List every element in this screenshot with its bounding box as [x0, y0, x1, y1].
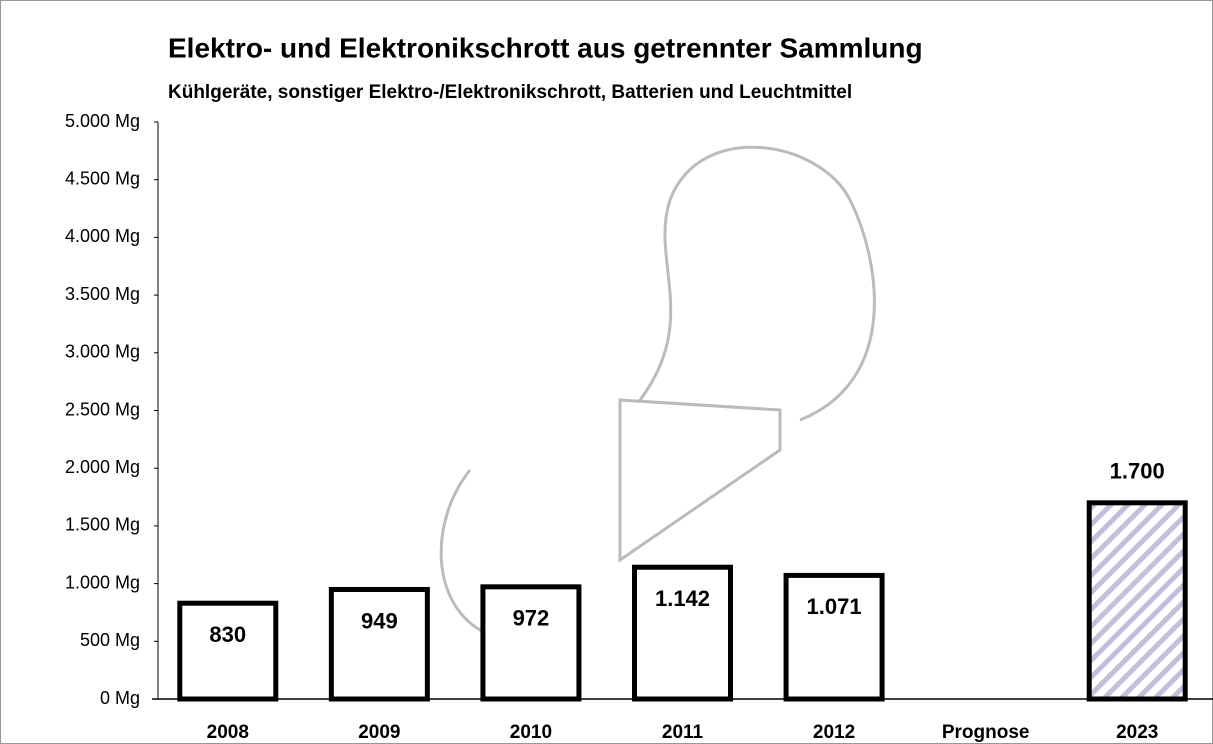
- value-label: 830: [209, 622, 246, 647]
- bar: [632, 564, 733, 702]
- chart-title: Elektro- und Elektronikschrott aus getre…: [168, 32, 923, 63]
- bar: [480, 584, 582, 702]
- y-tick-label: 4.500 Mg: [65, 168, 140, 188]
- y-tick-label: 2.500 Mg: [65, 399, 140, 419]
- x-tick-label: 2009: [358, 722, 400, 743]
- y-tick-label: 1.000 Mg: [65, 572, 140, 592]
- x-tick-label: 2012: [813, 722, 855, 743]
- y-tick-label: 3.500 Mg: [65, 284, 140, 304]
- y-tick-label: 5.000 Mg: [65, 111, 140, 131]
- y-tick-label: 3.000 Mg: [65, 342, 140, 362]
- x-tick-label: Prognose: [942, 722, 1030, 743]
- chart-subtitle: Kühlgeräte, sonstiger Elektro-/Elektroni…: [168, 82, 852, 103]
- y-tick-label: 2.000 Mg: [65, 457, 140, 477]
- value-label: 1.142: [655, 586, 710, 611]
- bar: [177, 600, 279, 702]
- plug-illustration: [439, 145, 876, 632]
- value-label: 949: [361, 608, 398, 633]
- x-tick-label: 2008: [207, 722, 249, 743]
- bar: [783, 572, 885, 702]
- x-tick-label: 2010: [510, 722, 552, 743]
- y-tick-label: 4.000 Mg: [65, 226, 140, 246]
- y-tick-label: 500 Mg: [80, 630, 140, 650]
- bar: [1086, 500, 1188, 702]
- y-tick-label: 0 Mg: [100, 688, 140, 708]
- x-tick-label: 2011: [662, 722, 704, 743]
- value-label: 1.071: [807, 594, 862, 619]
- value-label: 972: [513, 606, 550, 631]
- x-tick-label: 2023: [1116, 722, 1158, 743]
- y-tick-label: 1.500 Mg: [65, 515, 140, 535]
- bar: [328, 586, 430, 702]
- value-label: 1.700: [1110, 459, 1165, 484]
